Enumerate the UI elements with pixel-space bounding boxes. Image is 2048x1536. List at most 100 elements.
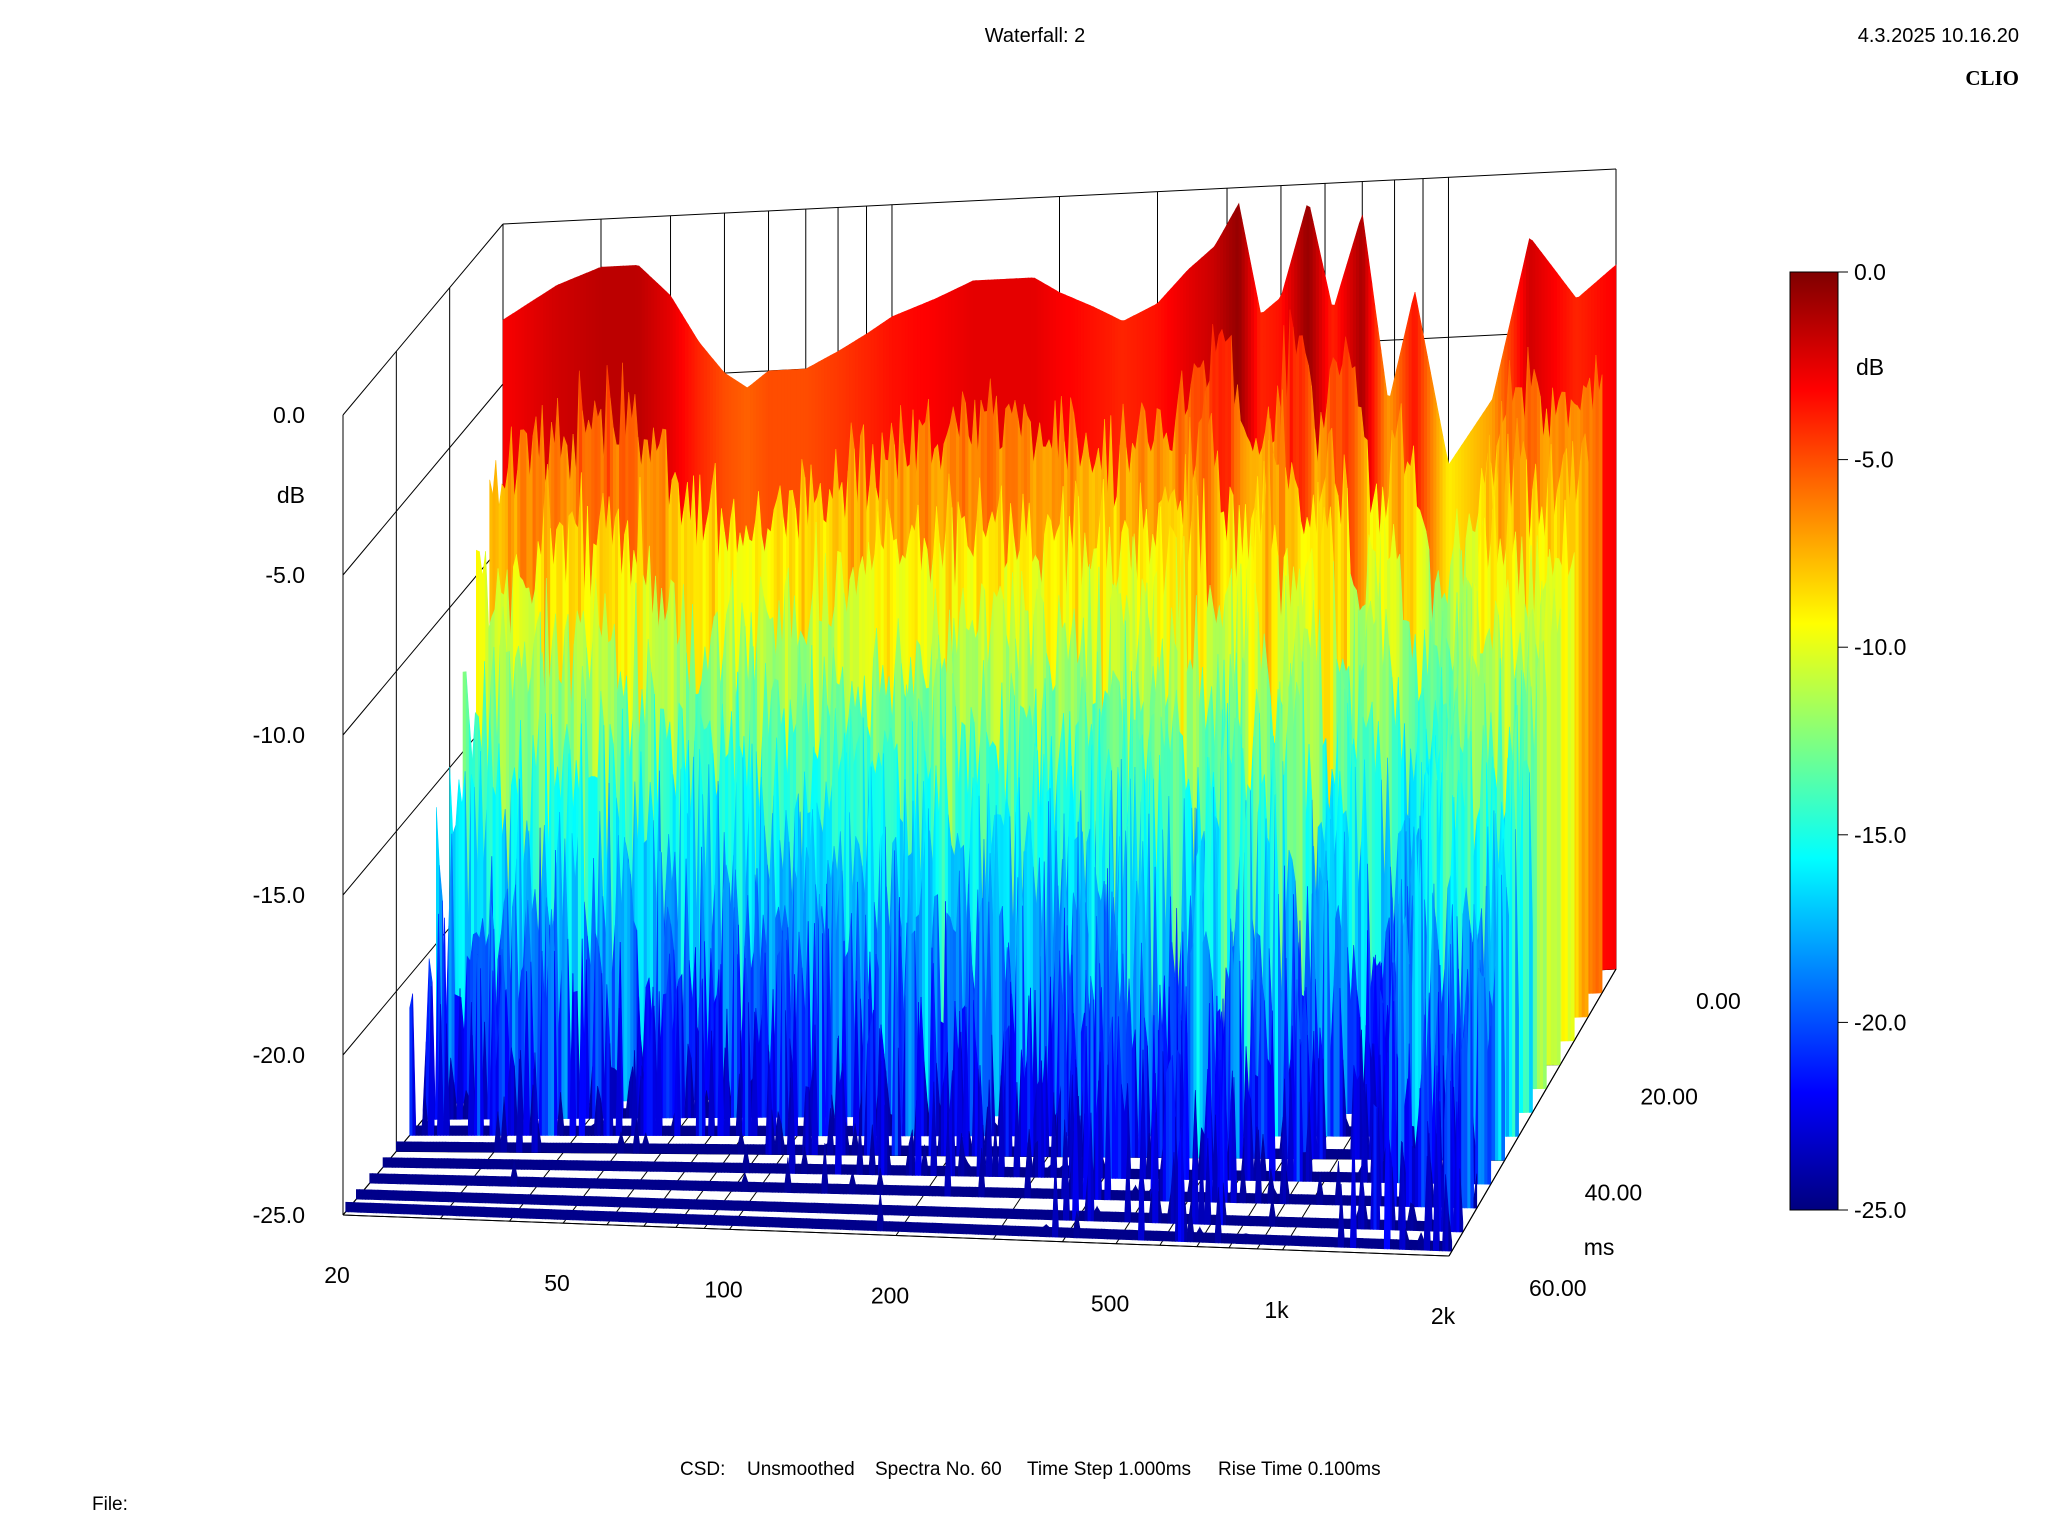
waterfall-segment xyxy=(1606,269,1611,970)
waterfall-segment xyxy=(606,1178,610,1189)
waterfall-segment xyxy=(407,1157,412,1169)
waterfall-segment xyxy=(637,1212,641,1223)
waterfall-segment xyxy=(921,1205,926,1217)
x-tick-label: 200 xyxy=(871,1283,909,1309)
waterfall-segment xyxy=(1417,1232,1422,1251)
waterfall-segment xyxy=(737,1200,741,1211)
waterfall-segment xyxy=(761,1201,766,1212)
waterfall-segment xyxy=(736,1162,741,1173)
waterfall-segment xyxy=(640,1212,645,1223)
waterfall-segment xyxy=(1113,1229,1118,1240)
waterfall-segment xyxy=(1146,1212,1150,1224)
waterfall-segment xyxy=(1005,1225,1010,1236)
waterfall-segment xyxy=(1564,499,1569,1042)
waterfall-segment xyxy=(1288,1193,1293,1205)
waterfall-segment xyxy=(610,1160,615,1172)
waterfall-segment xyxy=(1005,1025,1010,1157)
waterfall-segment xyxy=(508,1159,513,1170)
waterfall-segment xyxy=(1281,1216,1285,1228)
chart-timestamp: 4.3.2025 10.16.20 xyxy=(1858,25,2019,47)
waterfall-segment xyxy=(661,1125,666,1136)
waterfall-segment xyxy=(1164,1213,1169,1224)
waterfall-segment xyxy=(798,1163,802,1175)
waterfall-segment xyxy=(620,1197,625,1208)
waterfall-segment xyxy=(706,1199,711,1210)
waterfall-segment xyxy=(540,1142,545,1153)
waterfall-segment xyxy=(720,1215,724,1226)
z-tick-label: 0.0 xyxy=(273,402,305,428)
waterfall-segment xyxy=(681,1198,686,1210)
waterfall-segment xyxy=(1027,1226,1032,1237)
waterfall-segment xyxy=(575,1125,580,1136)
waterfall-segment xyxy=(938,1222,943,1234)
waterfall-segment xyxy=(830,1219,835,1230)
waterfall-segment xyxy=(411,1141,416,1152)
waterfall-segment xyxy=(1064,1227,1068,1238)
waterfall-segment xyxy=(1042,1188,1047,1199)
waterfall-segment xyxy=(633,1179,638,1190)
waterfall-segment xyxy=(661,1213,666,1224)
waterfall-segment xyxy=(1273,1234,1277,1246)
waterfall-segment xyxy=(606,1211,611,1222)
waterfall-segment xyxy=(495,1207,500,1218)
waterfall-segment xyxy=(801,1202,806,1213)
waterfall-segment xyxy=(422,1204,426,1216)
waterfall-segment xyxy=(491,1142,496,1153)
waterfall-segment xyxy=(676,1180,681,1191)
waterfall-segment xyxy=(746,1200,751,1212)
waterfall-segment xyxy=(476,1175,481,1187)
waterfall-segment xyxy=(555,1195,560,1206)
waterfall-segment xyxy=(860,1204,864,1215)
waterfall-segment xyxy=(393,1173,398,1185)
waterfall-segment xyxy=(927,1165,932,1177)
waterfall-segment xyxy=(695,1214,700,1225)
waterfall-segment xyxy=(579,1160,584,1171)
waterfall-segment xyxy=(987,1224,992,1236)
waterfall-segment xyxy=(1002,1225,1007,1236)
waterfall-segment xyxy=(571,1142,576,1154)
waterfall-segment xyxy=(1121,1211,1126,1223)
waterfall-segment xyxy=(420,1191,425,1202)
waterfall-segment xyxy=(359,1189,363,1200)
waterfall-segment xyxy=(1010,1208,1015,1220)
waterfall-segment xyxy=(770,1163,775,1174)
waterfall-segment xyxy=(761,1163,765,1174)
waterfall-segment xyxy=(1578,442,1583,1018)
waterfall-segment xyxy=(1407,1202,1411,1231)
waterfall-segment xyxy=(442,1141,446,1152)
waterfall-segment xyxy=(587,1125,592,1136)
waterfall-segment xyxy=(807,1163,812,1175)
waterfall-segment xyxy=(455,1205,460,1217)
waterfall-segment xyxy=(1248,1234,1253,1245)
waterfall-segment xyxy=(559,1177,564,1188)
waterfall-segment xyxy=(548,1159,553,1171)
waterfall-segment xyxy=(563,1125,568,1136)
waterfall-segment xyxy=(972,1186,976,1198)
waterfall-segment xyxy=(594,1160,599,1171)
waterfall-segment xyxy=(592,1196,597,1207)
footer-time-step: Time Step 1.000ms xyxy=(1027,1459,1191,1480)
waterfall-segment xyxy=(717,1215,721,1226)
waterfall-segment xyxy=(590,1178,595,1189)
waterfall-segment xyxy=(1362,1238,1367,1249)
waterfall-segment xyxy=(798,931,803,1118)
waterfall-segment xyxy=(946,1206,950,1218)
y-axis-unit: ms xyxy=(1584,1234,1615,1260)
waterfall-segment xyxy=(1319,1236,1323,1247)
waterfall-segment xyxy=(706,1144,711,1155)
waterfall-segment xyxy=(1342,1172,1347,1183)
waterfall-segment xyxy=(386,1190,391,1201)
waterfall-segment xyxy=(650,1161,655,1172)
waterfall-segment xyxy=(400,1203,405,1215)
waterfall-segment xyxy=(883,1221,887,1232)
waterfall-segment xyxy=(538,1208,543,1220)
waterfall-segment xyxy=(909,1205,914,1217)
waterfall-segment xyxy=(500,1193,505,1204)
waterfall-segment xyxy=(796,1182,801,1194)
waterfall-segment xyxy=(576,1160,581,1171)
waterfall-segment xyxy=(591,1160,596,1171)
waterfall-segment xyxy=(452,1125,457,1136)
waterfall-segment xyxy=(996,1187,1001,1198)
waterfall-segment xyxy=(432,1141,437,1153)
waterfall-segment xyxy=(1420,1232,1425,1251)
